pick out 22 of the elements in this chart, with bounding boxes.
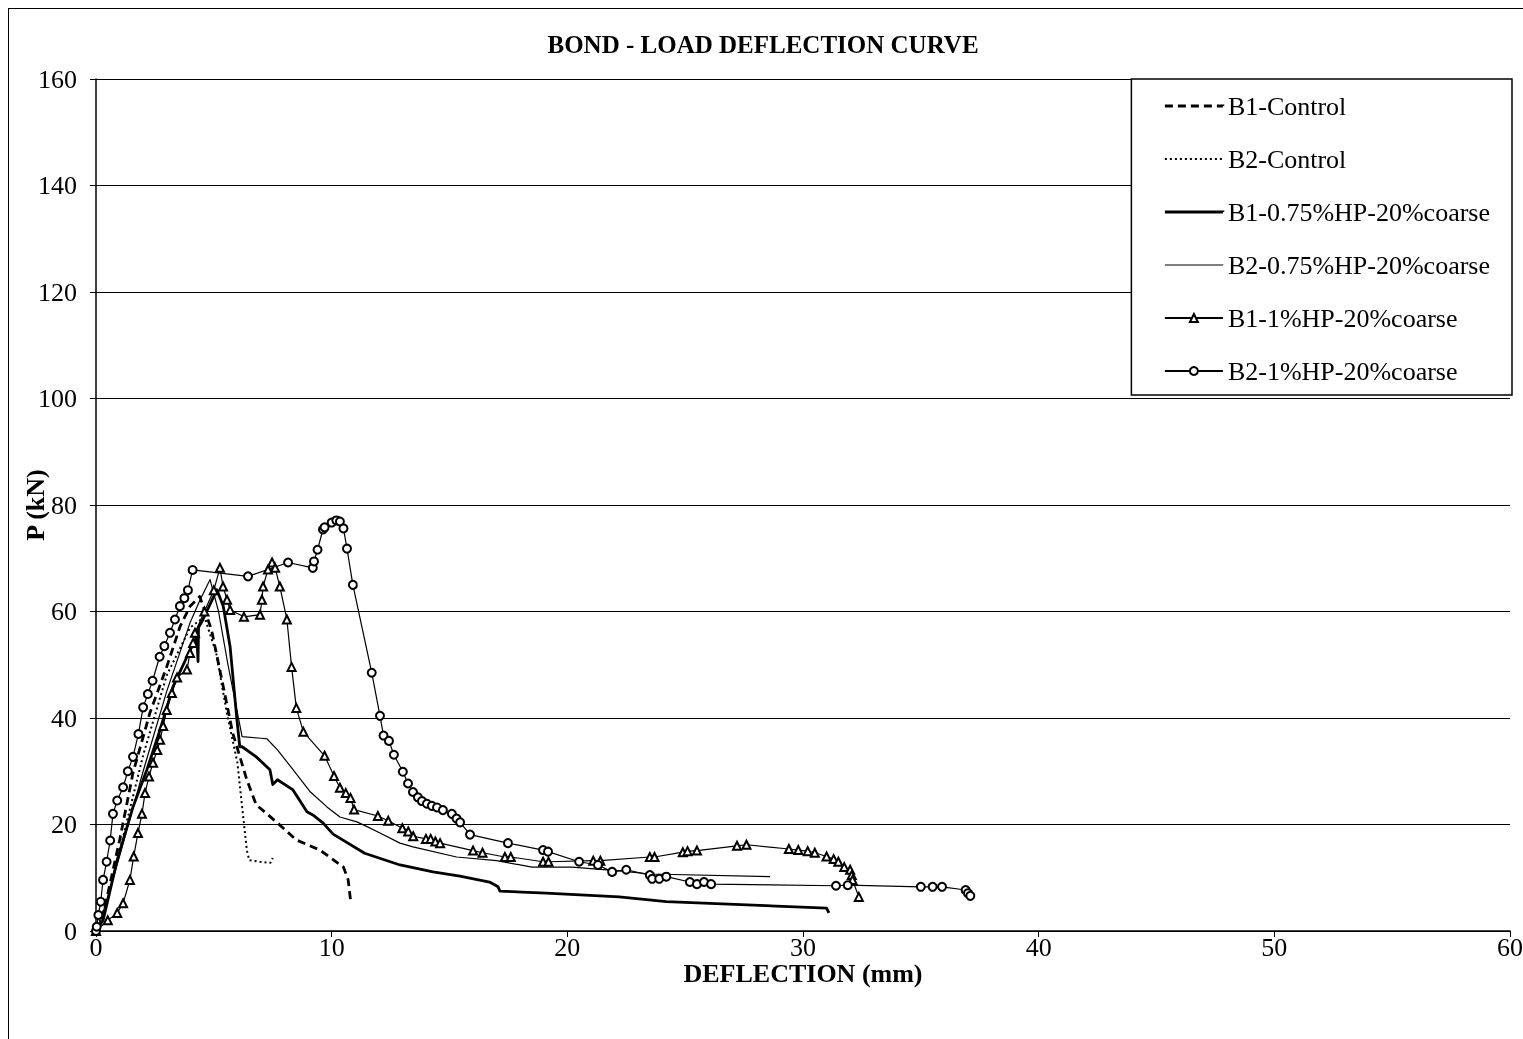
- legend-label: B2-Control: [1227, 144, 1347, 174]
- x-tick-label: 10: [318, 932, 345, 962]
- x-tick-label: 40: [1025, 932, 1052, 962]
- y-tick-label: 160: [38, 64, 77, 94]
- legend-label: B1-1%HP-20%coarse: [1227, 303, 1458, 333]
- y-axis-title: P (kN): [20, 469, 50, 541]
- y-tick-label: 60: [51, 597, 77, 626]
- y-tick-label: 100: [38, 384, 77, 413]
- y-tick-label: 80: [51, 490, 77, 520]
- y-tick-label: 140: [38, 171, 77, 200]
- chart-title: BOND - LOAD DEFLECTION CURVE: [547, 31, 979, 58]
- y-tick-label: 20: [51, 810, 77, 839]
- x-tick-label: 0: [89, 932, 103, 962]
- x-tick-label: 20: [554, 932, 581, 962]
- x-tick-label: 60: [1497, 932, 1523, 962]
- legend-label: B2-1%HP-20%coarse: [1227, 356, 1458, 386]
- legend-label: B2-0.75%HP-20%coarse: [1227, 250, 1490, 280]
- legend-label: B1-0.75%HP-20%coarse: [1227, 197, 1490, 227]
- y-tick-label: 40: [51, 703, 77, 733]
- x-tick-label: 50: [1261, 932, 1288, 962]
- legend-label: B1-Control: [1227, 91, 1347, 121]
- y-tick-label: 120: [38, 277, 77, 307]
